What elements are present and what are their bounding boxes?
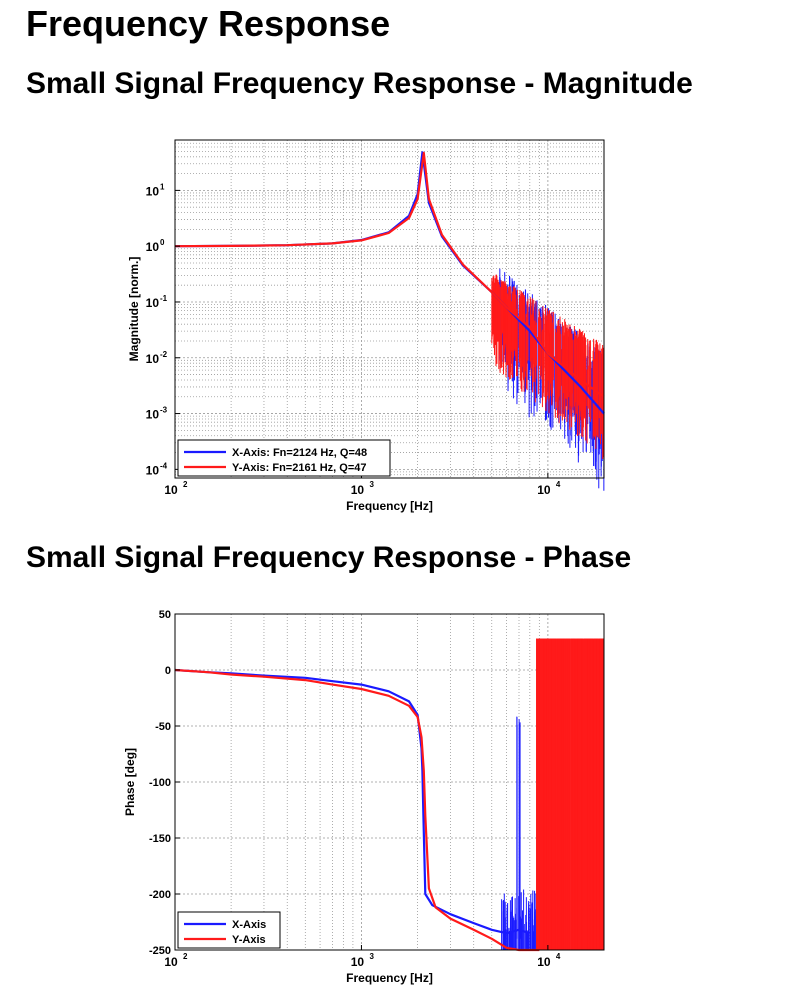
y-tick-label: -250 xyxy=(149,945,171,957)
x-tick-exponent: 4 xyxy=(556,952,561,961)
y-tick-label: 0 xyxy=(165,665,171,677)
y-tick-label: -50 xyxy=(155,721,171,733)
legend-label-y-axis: Y-Axis: Fn=2161 Hz, Q=47 xyxy=(232,462,367,474)
phase-section-heading: Small Signal Frequency Response - Phase xyxy=(26,541,632,574)
x-tick-label: 10 xyxy=(537,483,551,497)
series-line-y-axis xyxy=(174,668,540,952)
x-tick-label: 10 xyxy=(351,483,365,497)
y-tick-label: 10 xyxy=(146,240,160,254)
legend-label-x-axis: X-Axis: Fn=2124 Hz, Q=48 xyxy=(232,447,367,459)
legend-box xyxy=(177,439,391,477)
plot-frame xyxy=(174,139,605,479)
x-tick-label: 10 xyxy=(351,955,365,969)
x-tick-exponent: 2 xyxy=(183,952,188,961)
x-axis-ticks: 10 2 10 3 10 4 xyxy=(164,473,561,497)
x-tick-exponent: 4 xyxy=(556,480,561,489)
x-tick-exponent: 2 xyxy=(183,480,188,489)
y-tick-exponent: 1 xyxy=(160,182,165,191)
legend-label-y-axis: Y-Axis xyxy=(232,934,266,946)
legend: X-Axis: Fn=2124 Hz, Q=48 Y-Axis: Fn=2161 … xyxy=(177,439,391,477)
x-tick-label: 10 xyxy=(164,483,178,497)
y-axis-label: Phase [deg] xyxy=(123,748,137,816)
y-tick-exponent: -4 xyxy=(160,461,168,470)
y-axis-label: Magnitude [norm.] xyxy=(127,257,141,362)
x-tick-label: 10 xyxy=(164,955,178,969)
y-tick-label: 50 xyxy=(159,609,171,621)
y-tick-label: -100 xyxy=(149,777,171,789)
phase-chart: 10 2 10 3 10 4 50 0 -50 -100 -150 -200 -250 Frequency… xyxy=(123,609,605,985)
legend-label-x-axis: X-Axis xyxy=(232,919,266,931)
magnitude-section-heading: Small Signal Frequency Response - Magnit… xyxy=(26,67,693,100)
measurement-noise xyxy=(491,268,605,491)
y-tick-label: -200 xyxy=(149,889,171,901)
series-line-y-axis xyxy=(174,151,605,398)
x-axis-ticks: 10 2 10 3 10 4 xyxy=(164,945,561,969)
magnitude-chart: 10 2 10 3 10 410 -410 -310 -210 -110 010 1Frequency… xyxy=(127,139,605,513)
y-tick-exponent: 0 xyxy=(160,238,165,247)
y-tick-exponent: -2 xyxy=(160,350,168,359)
y-tick-label: -150 xyxy=(149,833,171,845)
legend-box xyxy=(177,911,281,949)
y-tick-label: 10 xyxy=(146,352,160,366)
page-title: Frequency Response xyxy=(26,3,391,44)
y-tick-exponent: -3 xyxy=(160,406,168,415)
x-axis-label: Frequency [Hz] xyxy=(346,499,433,513)
x-tick-exponent: 3 xyxy=(369,480,374,489)
y-tick-exponent: -1 xyxy=(160,294,168,303)
x-axis-label: Frequency [Hz] xyxy=(346,971,433,985)
y-axis-ticks: 50 0 -50 -100 -150 -200 -250 xyxy=(149,609,180,957)
y-tick-label: 10 xyxy=(146,296,160,310)
legend: X-Axis Y-Axis xyxy=(177,911,281,949)
x-tick-label: 10 xyxy=(537,955,551,969)
x-tick-exponent: 3 xyxy=(369,952,374,961)
measurement-noise xyxy=(501,638,605,950)
y-tick-label: 10 xyxy=(146,463,160,477)
y-tick-label: 10 xyxy=(146,184,160,198)
y-tick-label: 10 xyxy=(146,408,160,422)
